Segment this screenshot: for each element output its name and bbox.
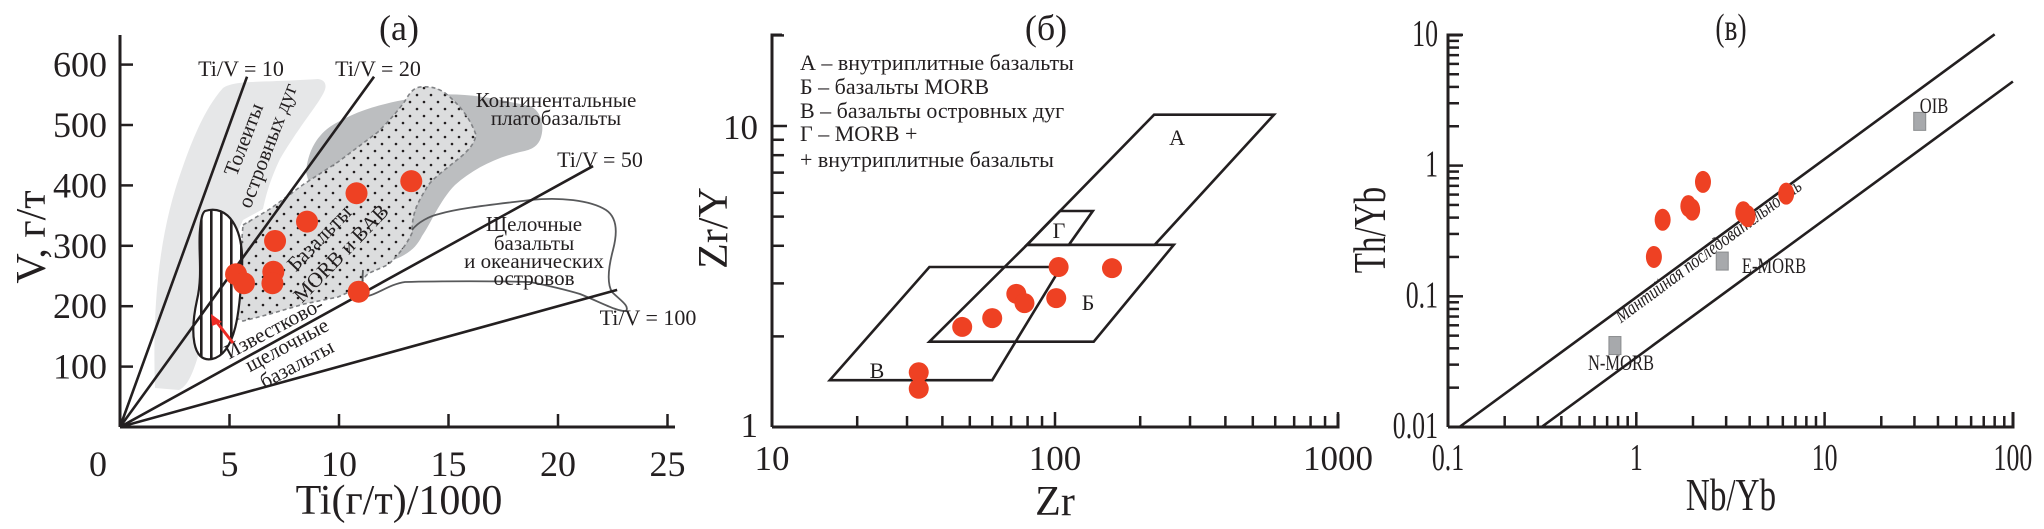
data-point	[347, 280, 370, 303]
reference-label: OIB	[1920, 95, 1948, 119]
legend-entry: Б – базальты MORB	[800, 74, 989, 99]
panel-title: (б)	[1025, 8, 1067, 48]
data-point	[1684, 198, 1701, 221]
field-label: островов	[494, 266, 575, 290]
y-tick-label: 400	[53, 165, 107, 205]
field-label: В	[870, 358, 885, 383]
data-point	[400, 170, 423, 193]
y-tick-label: 500	[53, 105, 107, 145]
data-point	[1654, 208, 1671, 231]
y-axis-label: Th/Yb	[1344, 187, 1396, 273]
legend-entry: Г – MORB +	[800, 121, 917, 146]
y-axis	[770, 33, 782, 427]
x-axis-label: Zr	[1035, 479, 1075, 525]
ratio-line-label: Ti/V = 20	[335, 56, 421, 81]
data-point	[1101, 258, 1122, 279]
y-tick-label: 1	[1425, 144, 1438, 186]
y-axis-label: V, г/т	[9, 190, 55, 283]
field-label: Щелочные	[486, 212, 582, 236]
arrow-icon	[213, 319, 235, 344]
legend-entry: В – базальты островных дуг	[800, 98, 1064, 123]
x-tick-label: 100	[1029, 439, 1082, 478]
reference-marker	[1913, 111, 1927, 131]
y-tick-label: 10	[723, 108, 758, 147]
legend-entry: А – внутриплитные базальты	[800, 50, 1074, 75]
y-tick-label: 10	[1412, 13, 1438, 55]
y-tick-label: 300	[53, 226, 107, 266]
x-tick-label: 1000	[1303, 439, 1373, 478]
field-hatched-ellipse	[192, 208, 244, 361]
x-axis	[1448, 412, 2015, 429]
ratio-line-ti-v-10	[118, 76, 249, 428]
data-point	[264, 229, 287, 252]
y-axis-label: Zr/Y	[691, 187, 737, 269]
x-tick-label: 20	[540, 444, 576, 484]
field-alkaline-ocean-island-outline	[361, 197, 628, 312]
data-point	[296, 210, 319, 233]
field-polygon-3	[1023, 209, 1096, 247]
ratio-line-label: Ti/V = 10	[198, 56, 284, 81]
reference-marker	[1715, 251, 1729, 271]
panel-title: (в)	[1715, 7, 1746, 49]
data-point	[908, 362, 929, 383]
reference-label: N-MORB	[1588, 352, 1654, 376]
field-label: платобазальты	[491, 106, 621, 130]
x-tick-label: 15	[431, 444, 467, 484]
field-polygon-1	[926, 243, 1177, 344]
ratio-line-ti-v-20	[118, 75, 376, 428]
field-polygon-2	[826, 265, 1064, 382]
field-label: Континентальные	[476, 88, 637, 112]
data-point	[261, 272, 284, 295]
field-label: базальты	[494, 231, 574, 255]
data-point	[1014, 293, 1035, 314]
data-point	[908, 378, 929, 399]
data-point	[982, 308, 1003, 329]
y-tick-label: 0.01	[1393, 405, 1438, 447]
panel-a-ti-v-diagram: Ti/V = 10 Ti/V = 20 Ti/V = 50 Ti/V = 100 0 5 1…	[9, 8, 696, 524]
y-tick-label: 600	[53, 45, 107, 85]
x-axis-label: Ti(г/т)/1000	[296, 478, 503, 524]
field-label: и океанических	[464, 249, 604, 273]
data-point	[1645, 245, 1662, 268]
data-point	[952, 316, 973, 337]
x-tick-label: 10	[321, 444, 357, 484]
mantle-array-line	[1540, 80, 2014, 429]
data-point	[232, 272, 255, 295]
x-tick-label: 0	[89, 444, 107, 484]
legend-entry: + внутриплитные базальты	[800, 147, 1054, 172]
panel-title: (a)	[379, 8, 419, 48]
x-tick-label: 100	[1994, 437, 2033, 479]
data-point	[1694, 170, 1711, 193]
data-point	[1048, 257, 1069, 278]
x-axis-label: Nb/Yb	[1686, 469, 1776, 521]
mantle-array-line	[1458, 33, 1996, 429]
x-tick-label: 25	[650, 444, 686, 484]
y-tick-label: 200	[53, 286, 107, 326]
ratio-line-label: Ti/V = 100	[600, 305, 697, 330]
field-label: Г	[1053, 218, 1066, 243]
x-tick-label: 1	[1630, 437, 1643, 479]
data-point	[345, 182, 368, 205]
y-axis	[1446, 33, 1462, 427]
y-tick-label: 1	[741, 406, 759, 445]
x-tick-label: 10	[755, 439, 790, 478]
field-label: Б	[1082, 290, 1095, 315]
y-tick-label: 100	[53, 347, 107, 387]
ratio-line-label: Ti/V = 50	[557, 147, 643, 172]
data-point	[1778, 182, 1795, 205]
ratio-line-ti-v-100	[119, 288, 618, 429]
y-tick-label: 0.1	[1406, 275, 1438, 317]
field-label: А	[1169, 125, 1185, 150]
reference-marker	[1608, 336, 1622, 356]
x-tick-label: 5	[221, 444, 239, 484]
reference-label: E-MORB	[1742, 255, 1806, 279]
data-point	[1739, 205, 1756, 228]
arrow-head-icon	[211, 314, 222, 326]
x-tick-label: 0.1	[1432, 437, 1464, 479]
x-tick-label: 10	[1812, 437, 1838, 479]
data-point	[1046, 288, 1067, 309]
